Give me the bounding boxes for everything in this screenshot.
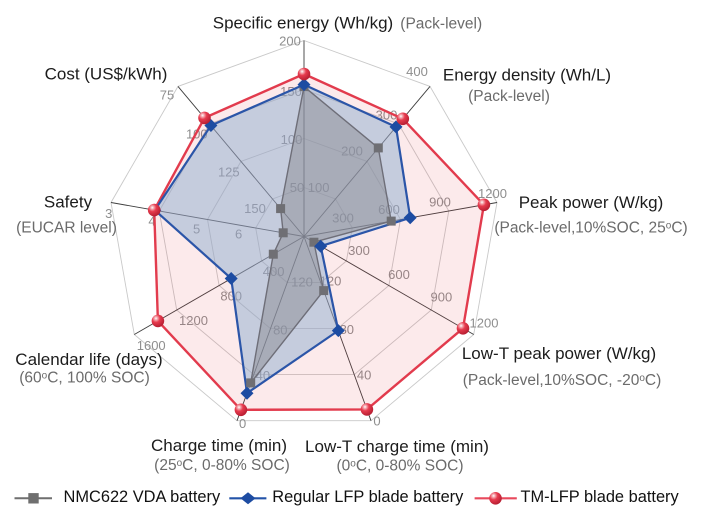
svg-text:(Pack-level,10%SOC, 25oC): (Pack-level,10%SOC, 25oC) <box>494 219 687 236</box>
svg-text:0: 0 <box>373 414 380 429</box>
svg-text:NMC622 VDA battery: NMC622 VDA battery <box>64 488 221 506</box>
svg-text:0: 0 <box>239 416 246 431</box>
svg-text:400: 400 <box>406 64 428 79</box>
svg-text:900: 900 <box>431 290 453 305</box>
svg-text:4: 4 <box>148 214 155 229</box>
svg-text:200: 200 <box>279 34 301 49</box>
svg-text:Calendar life (days): Calendar life (days) <box>15 350 162 369</box>
svg-text:(Pack-level): (Pack-level) <box>468 88 550 105</box>
svg-text:900: 900 <box>429 194 451 209</box>
svg-text:(0oC, 0-80% SOC): (0oC, 0-80% SOC) <box>336 457 463 474</box>
svg-text:Low-T charge time (min): Low-T charge time (min) <box>305 437 489 456</box>
svg-text:(Pack-level): (Pack-level) <box>400 15 482 32</box>
svg-text:80: 80 <box>340 322 354 337</box>
svg-text:Specific energy (Wh/kg): Specific energy (Wh/kg) <box>213 13 393 32</box>
svg-text:1200: 1200 <box>470 315 499 330</box>
svg-text:40: 40 <box>357 368 371 383</box>
svg-text:Regular LFP blade battery: Regular LFP blade battery <box>272 488 464 506</box>
svg-text:TM-LFP blade battery: TM-LFP blade battery <box>521 488 680 506</box>
svg-text:1600: 1600 <box>137 338 166 353</box>
svg-text:75: 75 <box>160 87 174 102</box>
svg-text:Safety: Safety <box>44 192 93 211</box>
svg-text:Peak power (W/kg): Peak power (W/kg) <box>519 193 664 212</box>
svg-text:1200: 1200 <box>478 186 507 201</box>
svg-text:1200: 1200 <box>179 313 208 328</box>
svg-text:600: 600 <box>388 267 410 282</box>
svg-text:Low-T peak power (W/kg): Low-T peak power (W/kg) <box>462 344 656 363</box>
svg-text:(60oC, 100% SOC): (60oC, 100% SOC) <box>19 369 149 386</box>
svg-text:300: 300 <box>348 243 370 258</box>
svg-text:(Pack-level,10%SOC, -20oC): (Pack-level,10%SOC, -20oC) <box>463 372 662 389</box>
svg-text:(EUCAR level): (EUCAR level) <box>16 220 117 237</box>
svg-text:3: 3 <box>105 206 112 221</box>
svg-text:Charge time (min): Charge time (min) <box>151 436 287 455</box>
svg-text:Cost (US$/kWh): Cost (US$/kWh) <box>45 64 168 83</box>
svg-text:Energy density (Wh/L): Energy density (Wh/L) <box>443 65 611 84</box>
svg-text:(25oC, 0-80% SOC): (25oC, 0-80% SOC) <box>154 457 290 474</box>
